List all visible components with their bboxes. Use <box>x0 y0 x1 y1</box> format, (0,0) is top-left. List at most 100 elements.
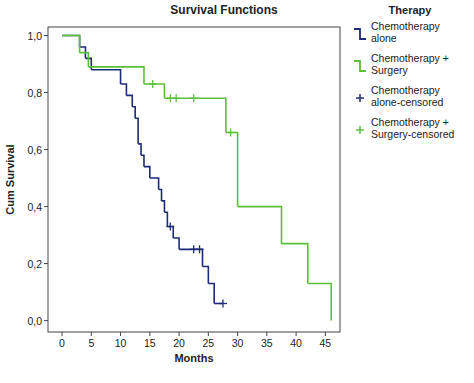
x-tick-label: 0 <box>59 337 65 349</box>
legend-label: Chemotherapy +Surgery-censored <box>371 116 455 140</box>
censored-marker-v <box>193 94 194 102</box>
x-tick-label: 30 <box>232 337 244 349</box>
y-tick <box>44 263 48 264</box>
plot-area <box>62 36 331 321</box>
survival-step <box>162 201 165 212</box>
x-axis-label: Months <box>174 352 213 364</box>
legend-label-line: Chemotherapy <box>371 84 441 96</box>
x-tick <box>91 332 92 336</box>
censored-marker-v <box>176 94 177 102</box>
legend-label-line: Chemotherapy + <box>371 116 449 128</box>
legend-swatch-v <box>359 126 361 134</box>
survival-step <box>164 212 167 226</box>
legend-label-line: Chemotherapy <box>371 20 441 32</box>
survival-step <box>164 98 225 132</box>
y-tick-label: 0,0 <box>27 315 42 327</box>
legend-label-line: Chemotherapy + <box>371 52 449 64</box>
survival-step <box>135 118 138 144</box>
survival-step <box>80 53 89 67</box>
survival-step <box>91 70 120 84</box>
y-tick <box>44 35 48 36</box>
x-tick <box>296 332 297 336</box>
censored-marker-v <box>193 245 194 253</box>
survival-step <box>226 132 238 206</box>
background <box>0 0 474 383</box>
y-tick <box>44 92 48 93</box>
legend-label-line: Surgery-censored <box>371 128 455 140</box>
y-axis-label: Cum Survival <box>4 144 16 214</box>
censored-marker <box>196 245 204 253</box>
x-tick <box>179 332 180 336</box>
chart-container: Survival Functions 0 5 10 15 20 25 30 35 40 45 0,0 0… <box>0 0 474 383</box>
plot-frame <box>48 27 340 332</box>
x-tick-label: 45 <box>320 337 332 349</box>
x-tick <box>237 332 238 336</box>
censored-marker-v <box>199 245 200 253</box>
y-tick-label: 0,2 <box>27 258 42 270</box>
censored-marker <box>166 223 174 231</box>
x-tick <box>62 332 63 336</box>
survival-step <box>150 178 159 189</box>
survival-step <box>141 155 144 166</box>
legend-label-line: alone-censored <box>371 96 444 108</box>
survival-step <box>138 144 141 155</box>
censored-marker-v <box>170 223 171 231</box>
legend-label-line: alone <box>371 32 397 44</box>
survival-step <box>144 167 150 178</box>
survival-step <box>281 244 307 284</box>
censored-marker <box>219 299 227 307</box>
legend-label: Chemotherapyalone-censored <box>371 84 444 108</box>
legend-label-line: Surgery <box>371 64 409 76</box>
x-tick <box>208 332 209 336</box>
legend-title: Therapy <box>389 4 433 16</box>
x-tick-label: 5 <box>88 337 94 349</box>
censored-marker <box>227 128 235 136</box>
x-tick-label: 25 <box>202 337 214 349</box>
y-tick <box>44 320 48 321</box>
x-tick-label: 35 <box>261 337 273 349</box>
y-tick-label: 0,4 <box>27 201 42 213</box>
censored-marker <box>190 94 198 102</box>
x-tick <box>325 332 326 336</box>
survival-step <box>132 107 135 118</box>
legend-label: Chemotherapy +Surgery <box>371 52 449 76</box>
title: Survival Functions <box>170 3 278 17</box>
x-tick-label: 40 <box>290 337 302 349</box>
censored-marker <box>149 80 157 88</box>
legend-label: Chemotherapyalone <box>371 20 441 44</box>
survival-step <box>62 36 80 47</box>
y-tick-label: 1,0 <box>27 30 42 42</box>
censored-marker-v <box>170 94 171 102</box>
y-tick <box>44 149 48 150</box>
y-tick <box>44 206 48 207</box>
survival-step <box>308 284 331 321</box>
censored-marker <box>172 94 180 102</box>
legend-swatch <box>354 61 366 71</box>
x-tick <box>120 332 121 336</box>
y-tick-label: 0,6 <box>27 144 42 156</box>
survival-step <box>208 284 214 304</box>
survival-step <box>144 84 164 98</box>
censored-marker-v <box>230 128 231 136</box>
x-tick <box>266 332 267 336</box>
x-tick-label: 20 <box>173 337 185 349</box>
survival-step <box>173 238 179 249</box>
chart-svg: Survival Functions 0 5 10 15 20 25 30 35 40 45 0,0 0… <box>0 0 474 383</box>
x-tick-label: 15 <box>144 337 156 349</box>
legend-swatch <box>356 126 364 134</box>
x-tick-label: 10 <box>115 337 127 349</box>
survival-step <box>159 189 162 200</box>
survival-step <box>121 84 127 95</box>
censored-marker-v <box>152 80 153 88</box>
survival-step <box>62 36 80 53</box>
legend-swatch <box>354 29 366 39</box>
survival-step <box>202 266 208 283</box>
survival-step <box>238 207 282 244</box>
x-tick <box>149 332 150 336</box>
survival-step <box>126 95 132 106</box>
survival-step <box>88 67 144 84</box>
legend-swatch <box>356 94 364 102</box>
y-tick-label: 0,8 <box>27 87 42 99</box>
censored-marker-v <box>222 299 223 307</box>
legend-swatch-v <box>359 94 361 102</box>
